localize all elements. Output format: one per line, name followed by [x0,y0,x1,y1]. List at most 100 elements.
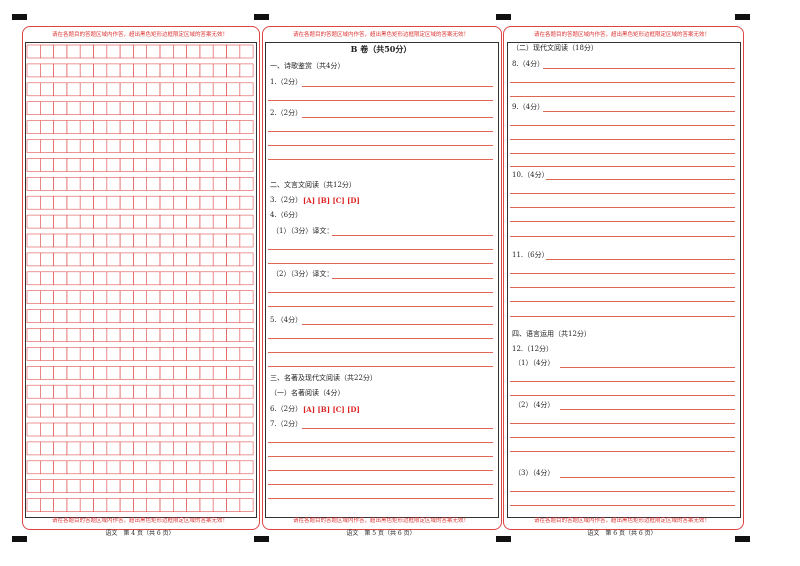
answer-line [543,111,735,112]
answer-line [268,498,493,499]
answer-line [268,366,493,367]
answer-line [510,221,735,222]
marker [254,14,269,20]
grid-cell [239,233,254,248]
answer-line [510,236,735,237]
grid-cell [159,479,174,494]
grid-cell [199,177,214,191]
grid-cell [146,271,161,286]
grid-cell [106,158,121,172]
grid-cell [106,441,121,456]
grid-cell [133,271,147,286]
grid-cell [53,177,68,191]
grid-cell [53,44,68,59]
grid-cell [173,82,187,97]
item-label: 7.（2分） [270,420,303,428]
warning: 请在各题目的答题区域内作答，超出黑色矩形边框限定区域的答案无效！ [533,518,711,524]
grid-cell [79,479,94,494]
answer-line [268,484,493,485]
grid-cell [186,498,201,512]
grid-cell [146,290,161,305]
grid-cell [173,479,187,494]
grid-cell [226,498,241,512]
grid-cell [226,63,241,78]
grid-cell [133,177,147,191]
grid-cell [133,233,147,248]
grid-cell [212,139,227,153]
answer-line [302,117,493,118]
item-label: 一、诗歌鉴赏（共4分） [270,62,345,70]
grid-cell [79,365,94,380]
grid-cell [79,441,94,456]
grid-cell [133,403,147,418]
grid-cell [39,252,54,267]
grid-cell [226,309,241,323]
grid-cell [119,158,134,172]
answer-line [510,125,735,126]
grid-cell [119,498,134,512]
grid-cell [186,479,201,494]
item-label: 5.（4分） [270,316,303,324]
grid-cell [199,101,214,115]
grid-cell [106,139,121,153]
grid-cell [53,384,68,399]
grid-cell [93,252,108,267]
grid-cell [173,328,187,342]
grid-cell [93,309,108,323]
grid-cell [212,44,227,59]
grid-cell [119,460,134,475]
grid-cell [53,101,68,115]
column-border [22,26,260,530]
grid-cell [66,309,81,323]
grid-cell [79,120,94,134]
grid-cell [106,63,121,78]
grid-cell [39,214,54,229]
answer-line [268,131,493,132]
warning: 请在各题目的答题区域内作答，超出黑色矩形边框限定区域的答案无效！ [292,32,470,38]
grid-cell [133,63,147,78]
grid-cell [159,177,174,191]
answer-line [268,292,493,293]
answer-line [510,301,735,302]
grid-cell [53,214,68,229]
grid-cell [39,309,54,323]
marker [12,14,27,20]
grid-cell [66,120,81,134]
answer-line [332,278,493,279]
grid-cell [53,271,68,286]
page-footer: 语文 第 5 页（共 6 页） [346,530,416,537]
grid-cell [93,158,108,172]
answer-line [268,306,493,307]
column-border [262,26,502,530]
grid-cell [239,460,254,475]
warning: 请在各题目的答题区域内作答，超出黑色矩形边框限定区域的答案无效！ [51,32,229,38]
grid-cell [26,365,41,380]
grid-cell [199,214,214,229]
grid-cell [199,365,214,380]
grid-cell [79,460,94,475]
grid-cell [106,252,121,267]
grid-cell [173,347,187,361]
grid-cell [133,195,147,210]
answer-line [302,324,493,325]
grid-cell [26,441,41,456]
grid-cell [239,479,254,494]
grid-cell [66,403,81,418]
grid-cell [212,365,227,380]
grid-cell [53,233,68,248]
grid-cell [39,195,54,210]
grid-cell [226,328,241,342]
marker [496,14,511,20]
grid-cell [226,120,241,134]
grid-cell [173,498,187,512]
marker [12,536,27,542]
grid-cell [212,347,227,361]
answer-line [510,207,735,208]
grid-cell [66,101,81,115]
grid-cell [106,479,121,494]
grid-cell [93,101,108,115]
grid-cell [93,441,108,456]
grid-cell [119,290,134,305]
grid-cell [159,44,174,59]
warning: 请在各题目的答题区域内作答，超出黑色矩形边框限定区域的答案无效！ [533,32,711,38]
